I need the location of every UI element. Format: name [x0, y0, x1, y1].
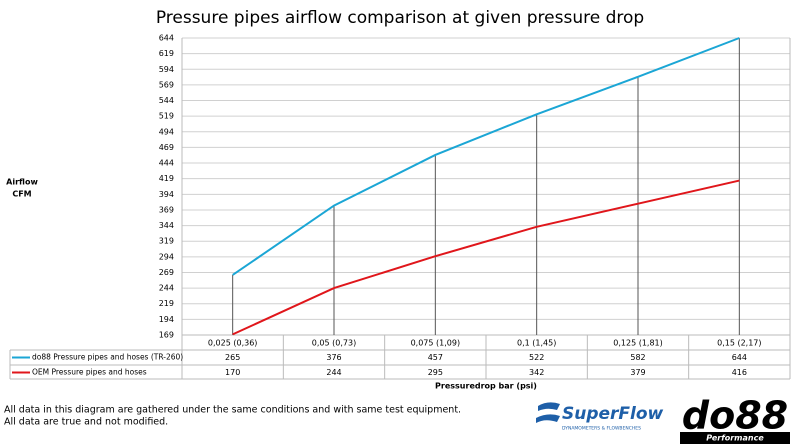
note: All data in this diagram are gathered un…	[4, 405, 461, 416]
y-tick-label: 369	[159, 205, 174, 214]
x-tick-label: 0,025 (0,36)	[208, 339, 258, 348]
y-tick-label: 269	[159, 268, 174, 277]
x-tick-label: 0,075 (1,09)	[411, 339, 461, 348]
table-value: 582	[630, 353, 645, 362]
note: All data are true and not modified.	[4, 417, 168, 428]
legend-label: OEM Pressure pipes and hoses	[32, 368, 147, 377]
table-value: 376	[326, 353, 341, 362]
logo-swoosh	[536, 402, 560, 423]
y-tick-label: 469	[159, 143, 174, 152]
table-value: 265	[225, 353, 240, 362]
y-tick-label: 494	[159, 127, 174, 136]
logo-band	[680, 432, 790, 444]
y-tick-label: 544	[159, 96, 174, 105]
table-value: 522	[529, 353, 544, 362]
y-tick-label: 594	[159, 65, 174, 74]
legend-label: do88 Pressure pipes and hoses (TR-260)	[32, 353, 183, 362]
table-value: 644	[732, 353, 747, 362]
chart-title: Pressure pipes airflow comparison at giv…	[156, 8, 644, 28]
x-tick-label: 0,1 (1,45)	[517, 339, 556, 348]
logo-text: do88	[682, 394, 788, 438]
table-value: 416	[732, 368, 747, 377]
table-value: 170	[225, 368, 240, 377]
series-line	[232, 179, 740, 336]
y-tick-label: 194	[159, 315, 174, 324]
table-value: 342	[529, 368, 544, 377]
y-tick-label: 344	[159, 221, 174, 230]
y-tick-label: 444	[159, 159, 174, 168]
y-tick-label: 644	[159, 34, 174, 43]
table-value: 295	[428, 368, 443, 377]
table-value: 457	[428, 353, 443, 362]
table-value: 379	[630, 368, 645, 377]
y-tick-label: 169	[159, 331, 174, 340]
do88-logo: do88 Performance	[680, 394, 790, 444]
y-tick-label: 519	[159, 112, 174, 121]
superflow-logo: SuperFlow DYNAMOMETERS & FLOWBENCHES	[536, 402, 664, 432]
x-tick-label: 0,125 (1,81)	[613, 339, 663, 348]
y-tick-label: 319	[159, 237, 174, 246]
table-value: 244	[326, 368, 341, 377]
y-tick-label: 394	[159, 190, 174, 199]
logo-subtext: Performance	[706, 434, 764, 443]
x-label: Pressuredrop bar (psi)	[435, 382, 537, 391]
logo-text: SuperFlow	[562, 404, 664, 424]
logo-subtext: DYNAMOMETERS & FLOWBENCHES	[562, 426, 641, 432]
y-tick-label: 219	[159, 299, 174, 308]
x-tick-label: 0,15 (2,17)	[717, 339, 761, 348]
y-tick-label: 619	[159, 49, 174, 58]
y-label: CFM	[12, 190, 31, 199]
y-tick-label: 244	[159, 284, 174, 293]
y-label: Airflow	[6, 178, 38, 187]
series-line	[232, 37, 740, 276]
y-tick-label: 569	[159, 80, 174, 89]
y-tick-label: 419	[159, 174, 174, 183]
x-tick-label: 0,05 (0,73)	[312, 339, 356, 348]
y-tick-label: 294	[159, 252, 174, 261]
